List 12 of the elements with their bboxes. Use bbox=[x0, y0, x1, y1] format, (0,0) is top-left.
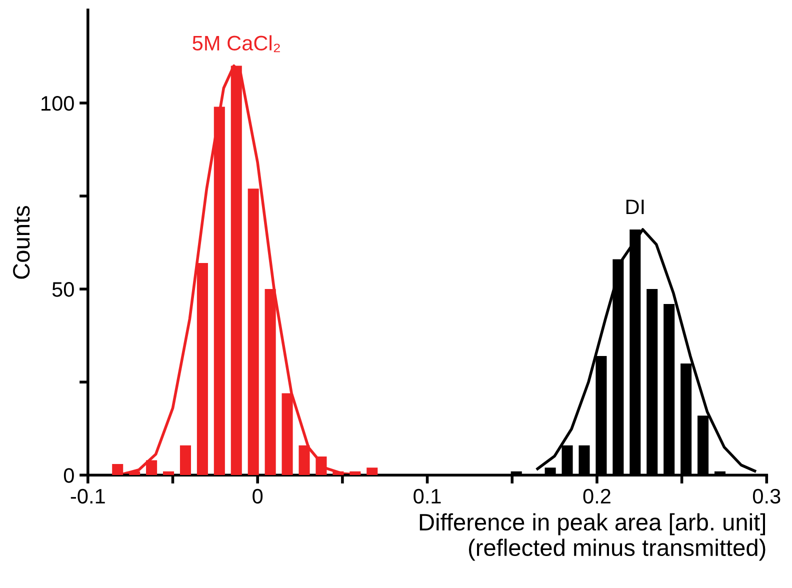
x-axis-title: Difference in peak area [arb. unit] (reflected minus transmitted) bbox=[420, 513, 766, 561]
x-tick-label: 0 bbox=[252, 488, 263, 504]
series-label: 5M CaCl₂ bbox=[192, 35, 280, 52]
y-tick-label: 0 bbox=[64, 468, 74, 483]
y-tick-label: 50 bbox=[52, 282, 74, 297]
x-tick-label: 0.3 bbox=[752, 488, 780, 504]
y-tick-label: 100 bbox=[42, 96, 74, 111]
x-tick-label: -0.1 bbox=[70, 488, 105, 504]
x-tick-label: 0.1 bbox=[414, 488, 441, 504]
y-axis-title: Counts bbox=[13, 206, 30, 279]
series-label: DI bbox=[626, 200, 644, 214]
x-tick-label: 0.2 bbox=[583, 488, 610, 504]
